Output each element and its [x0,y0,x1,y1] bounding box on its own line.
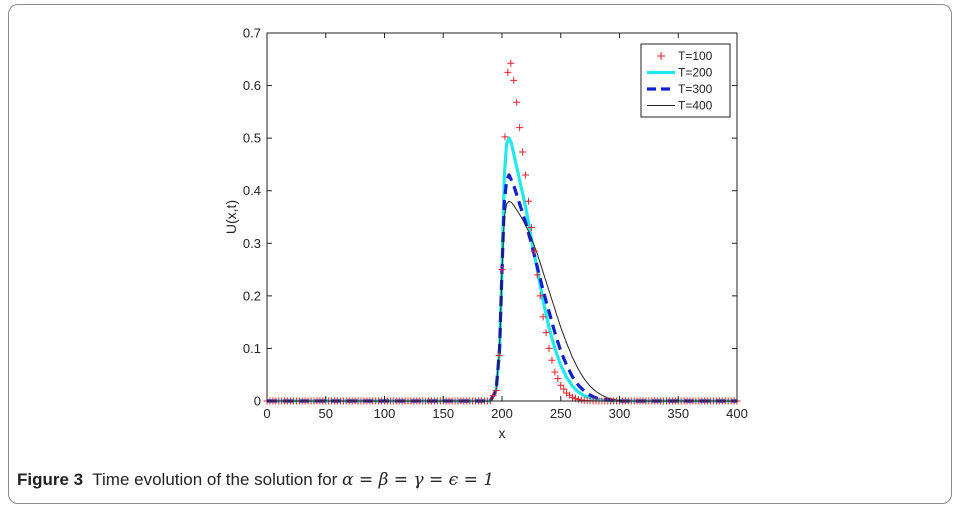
x-tick-label: 300 [609,406,631,421]
legend-marker [657,52,665,60]
marker-point [516,124,524,132]
marker-point [524,197,532,205]
y-tick-label: 0.6 [243,78,261,93]
legend-entry: T=400 [647,99,713,113]
marker-point [495,351,503,359]
marker-point [557,381,565,389]
legend-label: T=300 [678,82,713,96]
x-tick-label: 400 [726,406,748,421]
marker-point [507,59,515,67]
marker-point [519,148,527,156]
legend-label: T=100 [678,49,713,63]
marker-point [542,329,550,337]
marker-point [498,266,506,274]
x-axis-label: x [499,425,506,441]
y-tick-label: 0 [254,394,261,409]
marker-point [492,386,500,394]
marker-point [551,368,559,376]
legend-box [640,43,731,118]
figure-frame [8,4,952,504]
marker-point [530,247,538,255]
x-tick-label: 250 [550,406,572,421]
marker-point [533,271,541,279]
legend-label: T=400 [678,99,713,113]
y-tick-label: 0.7 [243,26,261,41]
y-tick-label: 0.2 [243,288,261,303]
marker-point [569,393,576,401]
legend-entry: T=100 [657,49,713,63]
marker-point [554,375,562,383]
marker-point [501,133,509,141]
legend: T=100 T=200 T=300 T=400 [640,43,731,118]
legend-entry: T=200 [647,66,713,80]
chart-canvas: 0 50 100 150 200 250 300 350 400 0 0.1 0.2 0.3 0.4 0.5… [223,26,748,442]
y-tick-label: 0.4 [243,183,261,198]
caption-label: Figure 3 [17,470,84,489]
marker-point [527,224,535,232]
x-tick-label: 150 [432,406,454,421]
x-tick-label: 100 [374,406,396,421]
caption-text: Time evolution of the solution for [92,470,343,489]
y-tick-label: 0.5 [243,131,261,146]
marker-point [560,385,568,393]
marker-point [513,98,521,106]
marker-point [522,171,529,179]
marker-point [504,68,512,76]
x-tick-label: 350 [667,406,689,421]
marker-point [510,76,518,84]
marker-point [545,344,553,352]
x-tick-label: 0 [263,406,270,421]
marker-point [577,396,585,404]
marker-point [574,395,582,403]
legend-label: T=200 [678,66,713,80]
axes: 0 50 100 150 200 250 300 350 400 0 0.1 0.2 0.3 0.4 0.5… [223,26,748,442]
marker-point [539,313,547,321]
figure-caption: Figure 3 Time evolution of the solution … [17,470,494,490]
legend-entry: T=300 [647,82,713,96]
caption-math: α = β = γ = ϵ = 1 [342,470,495,490]
x-tick-label: 200 [491,406,513,421]
y-tick-label: 0.3 [243,236,261,251]
x-tick-label: 50 [319,406,333,421]
y-tick-label: 0.1 [243,341,261,356]
y-axis-label: U(x,t) [223,200,239,234]
marker-point [536,292,544,300]
marker-point [489,392,497,400]
marker-point [548,356,556,364]
